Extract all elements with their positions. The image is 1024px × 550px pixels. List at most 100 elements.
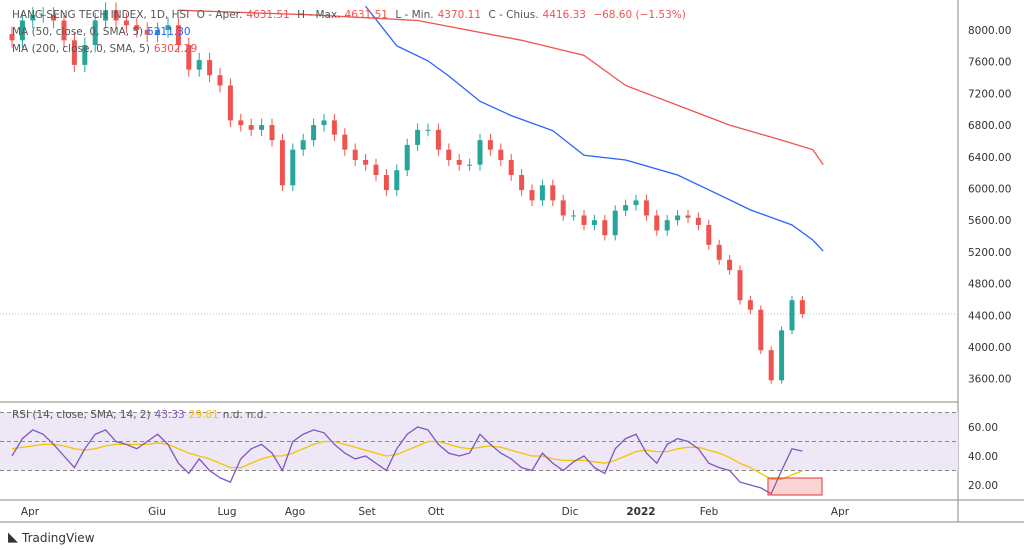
candle-body: [71, 40, 77, 65]
low-value: 4370.11: [437, 9, 482, 21]
candle-body: [82, 45, 88, 65]
ma200-legend: MA (200, close, 0, SMA, 5) 6302.29: [12, 43, 201, 55]
candle-body: [425, 129, 431, 131]
time-tick-label: Ago: [285, 506, 305, 518]
price-tick-label: 7200.00: [968, 88, 1011, 100]
candle-body: [342, 134, 348, 150]
price-tick-label: 8000.00: [968, 25, 1011, 37]
candle-body: [404, 144, 410, 171]
price-tick-label: 7600.00: [968, 57, 1011, 69]
candle-body: [727, 259, 733, 271]
change-value: −68.60 (−1.53%): [593, 9, 686, 21]
close-value: 4416.33: [542, 9, 586, 21]
candle-body: [508, 159, 514, 176]
ma200-line: [178, 9, 824, 165]
candle-body: [768, 350, 774, 381]
candle-body: [664, 220, 670, 231]
time-tick-label: Apr: [831, 506, 850, 518]
candle-body: [113, 10, 119, 21]
rsi-tick-label: 60.00: [968, 422, 998, 434]
candle-body: [352, 149, 358, 160]
candle-body: [633, 200, 639, 206]
candle-body: [623, 205, 629, 211]
candle-body: [103, 10, 109, 21]
candle-body: [675, 215, 681, 221]
candle-body: [643, 200, 649, 216]
candle-body: [695, 217, 701, 225]
candle-body: [290, 149, 296, 186]
ma50-value: 5211.30: [147, 26, 191, 38]
ma200-value: 6302.29: [153, 43, 198, 55]
candle-body: [363, 159, 369, 165]
candle-body: [591, 220, 597, 225]
time-tick-label: Feb: [700, 506, 719, 518]
high-value: 4631.51: [344, 9, 388, 21]
price-tick-label: 6000.00: [968, 184, 1011, 196]
price-legend: HANG SENG TECH INDEX, 1D, HSI O - Aper. 4…: [12, 9, 690, 21]
ma50-line: [365, 5, 824, 252]
candle-body: [529, 190, 535, 201]
candle-body: [207, 60, 213, 76]
price-tick-label: 6800.00: [968, 120, 1011, 132]
ma50-legend: MA (50, close, 0, SMA, 5) 5211.30: [12, 26, 195, 38]
candle-body: [227, 85, 233, 121]
candle-body: [259, 125, 265, 130]
candle-body: [498, 149, 504, 160]
rsi-tick-label: 40.00: [968, 451, 998, 463]
candle-body: [144, 30, 150, 35]
candle-body: [279, 140, 285, 186]
candle-body: [30, 14, 36, 21]
candle-body: [123, 20, 129, 26]
rsi-label: RSI (14, close, SMA, 14, 2): [12, 409, 151, 421]
candle-body: [685, 215, 691, 218]
candle-body: [40, 14, 46, 16]
candle-body: [467, 164, 473, 166]
price-tick-label: 5600.00: [968, 215, 1011, 227]
candle-body: [186, 45, 192, 70]
candle-body: [394, 170, 400, 191]
oversold-highlight-box: [767, 477, 823, 496]
time-tick-label: Dic: [562, 506, 579, 518]
candle-body: [519, 175, 525, 191]
candle-body: [61, 20, 67, 41]
candle-body: [435, 129, 441, 150]
price-tick-label: 4400.00: [968, 310, 1011, 322]
candle-body: [737, 270, 743, 301]
candle-body: [602, 220, 608, 236]
candle-body: [238, 120, 244, 126]
candle-body: [487, 140, 493, 150]
price-tick-label: 4800.00: [968, 279, 1011, 291]
candle-body: [321, 120, 327, 126]
candle-body: [581, 215, 587, 225]
symbol-label: HANG SENG TECH INDEX, 1D, HSI: [12, 9, 190, 21]
rsi-value: 43.33: [154, 409, 185, 421]
candle-body: [373, 164, 379, 176]
candle-body: [716, 244, 722, 260]
time-tick-label: Giu: [148, 506, 166, 518]
candle-body: [175, 25, 181, 46]
price-tick-label: 5200.00: [968, 247, 1011, 259]
time-tick-label: Apr: [21, 506, 40, 518]
candle-body: [300, 140, 306, 150]
candle-body: [571, 215, 577, 217]
candle-body: [758, 309, 764, 351]
rsi-tick-label: 20.00: [968, 480, 998, 492]
candle-body: [331, 120, 337, 135]
tradingview-logo[interactable]: ◣ TradingView: [8, 530, 95, 545]
candle-body: [9, 34, 15, 41]
time-tick-label: 2022: [626, 506, 655, 518]
candle-body: [560, 200, 566, 216]
rsi-ma-value: 29.81: [188, 409, 219, 421]
candle-body: [383, 175, 389, 191]
candle-body: [415, 129, 421, 145]
candle-body: [539, 185, 545, 201]
candle-body: [779, 330, 785, 381]
open-label: O - Aper.: [196, 9, 243, 21]
candle-body: [51, 14, 57, 21]
candle-body: [747, 300, 753, 310]
candle-body: [311, 125, 317, 141]
close-label: C - Chius.: [488, 9, 539, 21]
ma200-label: MA (200, close, 0, SMA, 5): [12, 43, 150, 55]
nd-value: n.d.: [222, 409, 243, 421]
